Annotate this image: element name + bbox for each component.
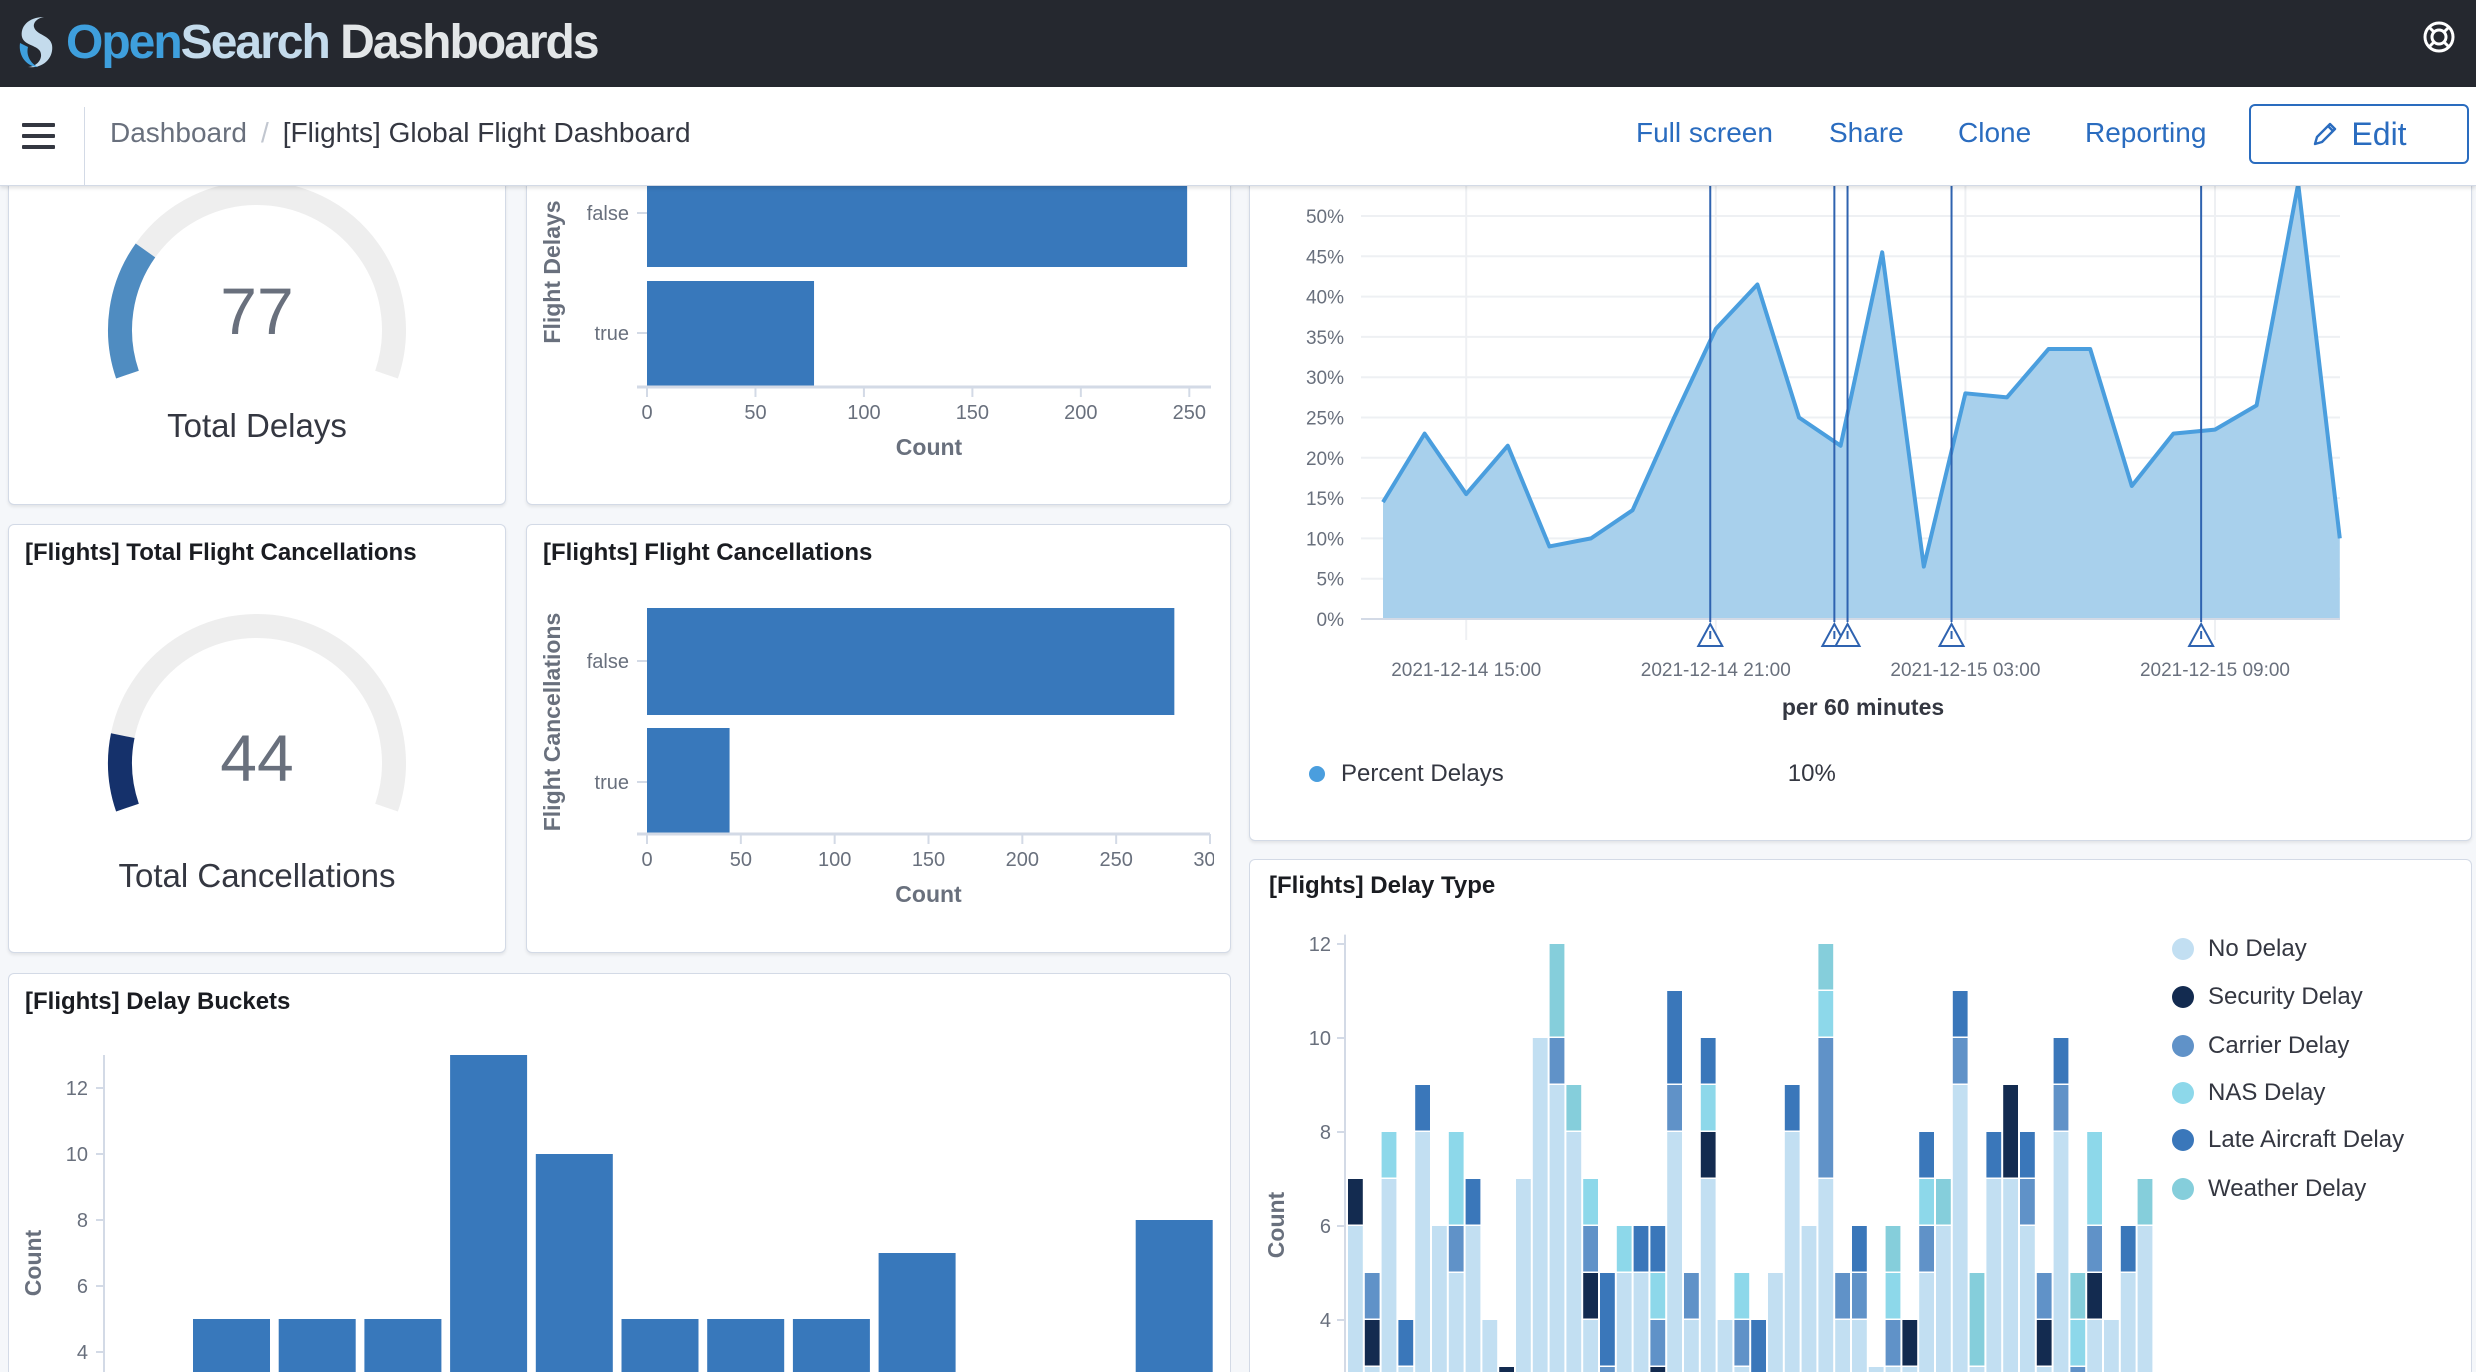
gauge-value: 77: [220, 274, 294, 348]
edit-button-label: Edit: [2351, 115, 2407, 152]
panel-total-delays: 77 Total Delays: [8, 150, 506, 505]
legend-item-percent-delays[interactable]: Percent Delays 10%: [1309, 760, 1836, 788]
breadcrumb: Dashboard / [Flights] Global Flight Dash…: [110, 117, 691, 149]
legend-label: Carrier Delay: [2208, 1032, 2350, 1059]
breadcrumb-dashboard-link[interactable]: Dashboard: [110, 117, 247, 148]
top-navigation-bar: OpenSearch Dashboards: [0, 0, 2476, 87]
legend-dot: [2172, 1178, 2194, 1200]
gauge-value: 44: [220, 721, 294, 795]
panel-title: [Flights] Flight Cancellations: [543, 539, 873, 566]
dashboard-header: Dashboard / [Flights] Global Flight Dash…: [0, 87, 2476, 186]
legend-label: Weather Delay: [2208, 1175, 2367, 1202]
full-screen-button[interactable]: Full screen: [1636, 117, 1773, 148]
brand-search: Search: [180, 15, 331, 69]
legend-label: Percent Delays: [1341, 760, 1504, 787]
legend-dot: [2172, 1129, 2194, 1151]
legend-label: Late Aircraft Delay: [2208, 1126, 2405, 1153]
reporting-button[interactable]: Reporting: [2085, 117, 2207, 148]
breadcrumb-separator: /: [260, 117, 269, 148]
legend-value: 10%: [1787, 760, 1836, 787]
brand-open: Open: [66, 15, 183, 69]
legend-label: Security Delay: [2208, 983, 2363, 1010]
pencil-icon: [2314, 122, 2337, 146]
legend-item-no-delay[interactable]: No Delay: [2172, 935, 2307, 963]
legend-label: NAS Delay: [2208, 1079, 2326, 1106]
legend-item-weather-delay[interactable]: Weather Delay: [2172, 1175, 2366, 1203]
divider: [84, 107, 85, 185]
legend-label: No Delay: [2208, 935, 2307, 962]
legend-item-nas-delay[interactable]: NAS Delay: [2172, 1079, 2325, 1107]
opensearch-logo-icon: [19, 17, 53, 68]
legend-item-security-delay[interactable]: Security Delay: [2172, 983, 2363, 1011]
panel-title: [Flights] Total Flight Cancellations: [25, 539, 417, 566]
legend-dot: [1309, 766, 1325, 782]
breadcrumb-current-page: [Flights] Global Flight Dashboard: [282, 117, 691, 148]
panel-title: [Flights] Delay Buckets: [25, 988, 291, 1015]
legend-item-late-aircraft-delay[interactable]: Late Aircraft Delay: [2172, 1126, 2404, 1154]
edit-button[interactable]: Edit: [2249, 104, 2469, 164]
panel-total-flight-cancellations: [Flights] Total Flight Cancellations 44 …: [8, 524, 506, 953]
help-lifebuoy-icon[interactable]: [2422, 20, 2456, 54]
legend-item-carrier-delay[interactable]: Carrier Delay: [2172, 1032, 2349, 1060]
panel-title: [Flights] Delay Type: [1269, 872, 1496, 899]
gauge-label: Total Cancellations: [118, 857, 396, 894]
panel-percent-delays: [1249, 150, 2472, 841]
legend-dot: [2172, 1035, 2194, 1057]
brand-name: OpenSearch Dashboards: [66, 15, 600, 70]
hamburger-menu-icon[interactable]: [22, 123, 55, 149]
panel-flight-delays: [526, 150, 1231, 505]
gauge-label: Total Delays: [167, 407, 347, 444]
legend-dot: [2172, 986, 2194, 1008]
legend-dot: [2172, 938, 2194, 960]
home-logo-link[interactable]: OpenSearch Dashboards: [14, 6, 600, 78]
legend-dot: [2172, 1082, 2194, 1104]
panel-flight-cancellations: [Flights] Flight Cancellations: [526, 524, 1231, 953]
brand-dashboards: Dashboards: [340, 15, 599, 69]
panel-delay-buckets: [Flights] Delay Buckets: [8, 973, 1231, 1372]
clone-button[interactable]: Clone: [1958, 117, 2032, 148]
share-button[interactable]: Share: [1829, 117, 1904, 148]
